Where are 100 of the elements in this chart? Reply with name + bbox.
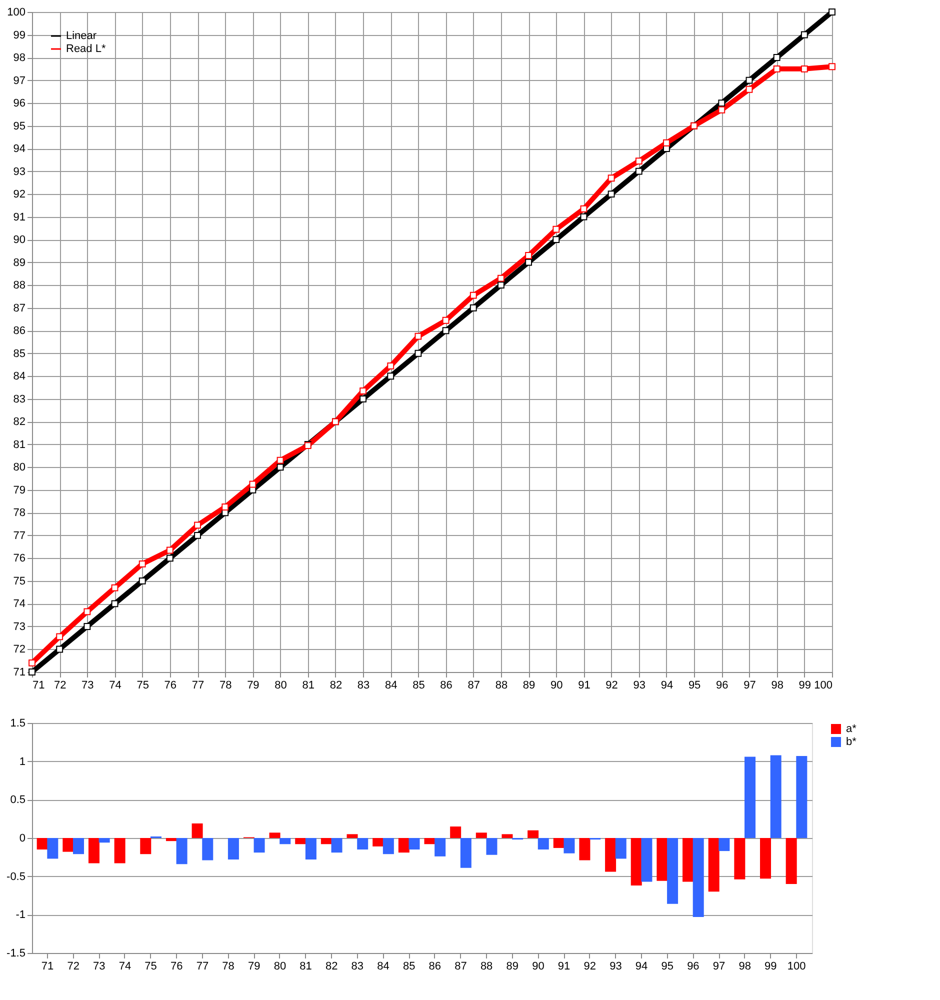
point xyxy=(56,646,64,653)
point xyxy=(498,282,504,289)
bar xyxy=(770,755,782,838)
bar xyxy=(192,823,203,838)
bar xyxy=(760,838,772,879)
bar xyxy=(372,838,384,846)
point xyxy=(194,532,201,539)
y-tick-label: 0.5 xyxy=(10,794,26,806)
y-tick-label: 86 xyxy=(13,325,26,338)
y-tick-label: 1.5 xyxy=(10,718,26,730)
bar xyxy=(62,838,74,852)
bar xyxy=(72,838,84,854)
point xyxy=(28,659,36,666)
y-tick-label: 92 xyxy=(13,188,26,201)
bar xyxy=(176,838,188,864)
x-tick-label: 75 xyxy=(136,680,149,692)
point xyxy=(442,316,450,324)
x-tick-label: 92 xyxy=(584,960,596,972)
bar xyxy=(667,838,678,904)
x-tick-label: 99 xyxy=(798,680,812,692)
x-tick-label: 72 xyxy=(67,960,80,972)
x-tick-label: 82 xyxy=(330,680,342,692)
bar xyxy=(708,838,720,892)
point xyxy=(773,54,780,61)
y-tick-label: 85 xyxy=(13,348,26,360)
x-tick-label: 87 xyxy=(468,680,480,692)
bar xyxy=(88,838,100,864)
y-tick-label: 83 xyxy=(13,393,26,406)
bar xyxy=(538,838,549,850)
point xyxy=(414,350,422,357)
y-tick-label: 82 xyxy=(13,416,26,428)
point xyxy=(663,139,670,146)
x-tick-label: 71 xyxy=(32,680,45,692)
x-tick-label: 100 xyxy=(814,680,832,692)
y-tick-label: -0.5 xyxy=(6,870,26,883)
point xyxy=(635,158,642,165)
x-tick-label: 81 xyxy=(302,680,314,692)
x-tick-label: 78 xyxy=(222,960,234,972)
y-tick-label: 74 xyxy=(13,598,26,610)
point xyxy=(580,213,588,220)
bar xyxy=(564,838,575,854)
x-tick-label: 82 xyxy=(325,960,338,972)
point xyxy=(360,395,366,402)
x-tick-label: 73 xyxy=(93,960,106,972)
point xyxy=(194,522,201,529)
y-tick-label: 73 xyxy=(13,620,26,633)
x-tick-label: 79 xyxy=(248,960,260,972)
x-tick-label: 75 xyxy=(144,960,157,972)
x-tick-label: 88 xyxy=(495,680,508,692)
point xyxy=(800,65,808,72)
x-tick-label: 74 xyxy=(109,680,122,692)
point xyxy=(552,226,560,233)
bar xyxy=(605,838,616,872)
y-tick-label: 84 xyxy=(13,370,26,383)
bar xyxy=(140,838,152,854)
bar xyxy=(280,838,291,844)
legend-label: Linear xyxy=(66,30,97,42)
point xyxy=(276,456,284,464)
bar xyxy=(579,838,590,860)
y-tick-label: 81 xyxy=(13,438,26,451)
y-tick-label: 87 xyxy=(13,302,26,314)
x-tick-label: 76 xyxy=(170,960,183,972)
x-tick-label: 78 xyxy=(219,680,232,692)
x-tick-label: 94 xyxy=(635,960,648,972)
x-tick-label: 84 xyxy=(384,680,398,692)
point xyxy=(166,554,174,562)
bar xyxy=(254,838,265,853)
point xyxy=(718,100,726,106)
point xyxy=(138,560,146,568)
bar xyxy=(630,838,642,886)
point xyxy=(111,584,118,592)
point xyxy=(387,362,394,370)
bar xyxy=(502,834,513,838)
bar xyxy=(656,838,668,881)
y-tick-label: 77 xyxy=(13,530,26,542)
bar xyxy=(796,756,808,838)
point xyxy=(608,174,615,182)
point xyxy=(414,332,422,340)
y-tick-label: 91 xyxy=(13,211,26,224)
x-tick-label: 80 xyxy=(274,680,287,692)
bar xyxy=(305,838,316,860)
x-tick-label: 74 xyxy=(118,960,132,972)
point xyxy=(552,236,560,244)
x-tick-label: 100 xyxy=(787,960,806,972)
legend-label: Read L* xyxy=(66,43,106,55)
point xyxy=(718,106,726,114)
bar xyxy=(408,838,420,850)
y-tick-label: 94 xyxy=(13,143,26,156)
bar xyxy=(295,838,306,844)
y-tick-label: 80 xyxy=(13,462,26,474)
bar xyxy=(382,838,394,854)
point xyxy=(111,600,118,608)
bar xyxy=(357,838,368,850)
x-tick-label: 83 xyxy=(351,960,364,972)
x-tick-label: 89 xyxy=(506,960,519,972)
x-tick-label: 91 xyxy=(578,680,590,692)
y-tick-label: 90 xyxy=(13,234,26,246)
y-tick-label: 99 xyxy=(13,29,26,42)
x-tick-label: 93 xyxy=(610,960,622,972)
x-tick-label: 95 xyxy=(661,960,674,972)
